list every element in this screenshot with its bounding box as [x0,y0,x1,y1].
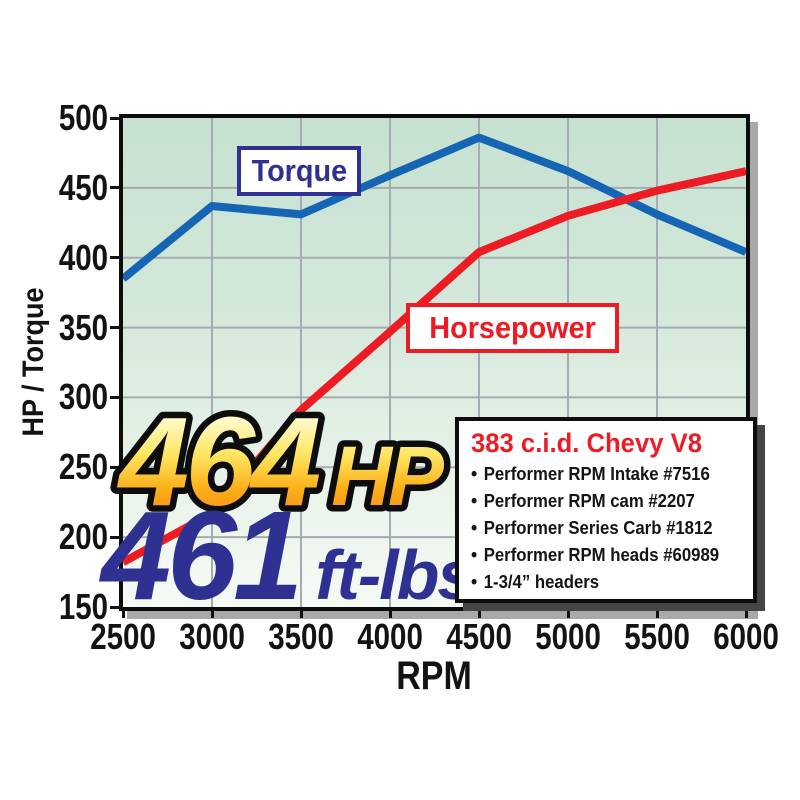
x-tick-label-text: 4000 [357,616,423,657]
hp-callout-value: 464 [116,395,319,532]
x-tick-label-text: 5500 [624,616,690,657]
y-tick-label-text: 400 [58,236,108,278]
x-tick-label: 6000 [696,619,796,655]
spec-item-text: 1-3/4” headers [483,572,600,592]
spec-item: • Performer RPM Intake #7516 [471,461,722,488]
y-axis-tick [110,326,119,330]
x-tick-label-text: 4500 [446,616,512,657]
y-tick-label: 250 [28,448,108,486]
x-tick-label: 4000 [340,619,440,655]
y-axis-tick [110,605,119,609]
x-tick-label-text: 3000 [179,616,245,657]
y-axis-tick [110,395,119,399]
spec-item: • 1-3/4” headers [471,569,722,596]
torque-series-label-text: Torque [251,153,347,188]
y-tick-label-text: 350 [58,306,108,348]
y-tick-label-text: 150 [58,586,108,627]
y-tick-label-text: 500 [58,97,108,138]
bullet-icon: • [471,545,478,566]
y-tick-label: 500 [28,99,108,137]
spec-item-text: Performer Series Carb #1812 [483,518,713,538]
callout-figures: 464 HP 461 ft-lbs [98,395,476,610]
x-axis-title-text: RPM [396,654,472,698]
bullet-icon: • [471,464,478,485]
x-axis-tick [655,611,659,618]
y-tick-label: 300 [28,378,108,416]
y-tick-label: 150 [28,588,108,626]
y-tick-label-text: 450 [58,166,108,208]
x-axis-tick [477,611,481,618]
x-tick-label-text: 5000 [535,616,601,657]
x-tick-label: 3500 [251,619,351,655]
y-tick-label-text: 200 [58,516,108,558]
x-axis-title: RPM [390,654,479,699]
x-axis-tick [744,611,748,618]
hp-callout-unit: HP [331,429,445,523]
x-axis-tick [388,611,392,618]
torque-callout-value: 461 [98,485,299,610]
x-tick-label: 2500 [73,619,173,655]
x-axis-tick [299,611,303,618]
horsepower-series-label-text: Horsepower [429,310,596,345]
spec-item-text: Performer RPM heads #60989 [483,545,720,565]
x-tick-label-text: 2500 [90,616,156,657]
horsepower-curve [123,167,746,566]
x-tick-label: 5000 [518,619,618,655]
y-tick-label: 400 [28,236,108,278]
x-tick-label: 3000 [162,619,262,655]
x-tick-label: 5500 [607,619,707,655]
x-axis-tick [210,611,214,618]
y-axis-tick [110,116,119,120]
y-axis-title: HP / Torque [17,287,50,437]
torque-curve [123,133,746,282]
y-tick-label: 200 [28,518,108,556]
y-axis-tick [110,465,119,469]
spec-item: • Performer RPM cam #2207 [471,488,722,515]
x-axis-tick [121,611,125,618]
horsepower-series-label: Horsepower [406,303,619,353]
y-tick-label: 450 [28,166,108,208]
torque-callout: 461 ft-lbs [98,485,474,610]
torque-series-label: Torque [237,146,361,196]
spec-list: • Performer RPM Intake #7516 • Performer RP… [471,461,741,596]
y-axis-tick [110,256,119,260]
spec-item: • Performer Series Carb #1812 [471,515,722,542]
y-tick-label: 350 [28,306,108,348]
hp-callout: 464 HP [116,395,445,532]
y-tick-label-text: 300 [58,376,108,418]
x-tick-label-text: 3500 [268,616,334,657]
spec-item: • Performer RPM heads #60989 [471,542,722,569]
spec-box-title: 383 c.i.d. Chevy V8 [471,428,702,458]
y-axis-tick [110,535,119,539]
x-tick-label: 4500 [429,619,529,655]
y-axis-tick [110,186,119,190]
spec-box: 383 c.i.d. Chevy V8 • Performer RPM Intak… [455,417,757,603]
y-tick-label-text: 250 [58,446,108,488]
bullet-icon: • [471,491,478,512]
spec-item-text: Performer RPM Intake #7516 [483,464,710,484]
bullet-icon: • [471,518,478,539]
torque-callout-unit: ft-lbs [315,536,474,610]
spec-item-text: Performer RPM cam #2207 [483,491,695,511]
x-axis-tick [566,611,570,618]
bullet-icon: • [471,572,478,593]
x-tick-label-text: 6000 [713,616,779,657]
